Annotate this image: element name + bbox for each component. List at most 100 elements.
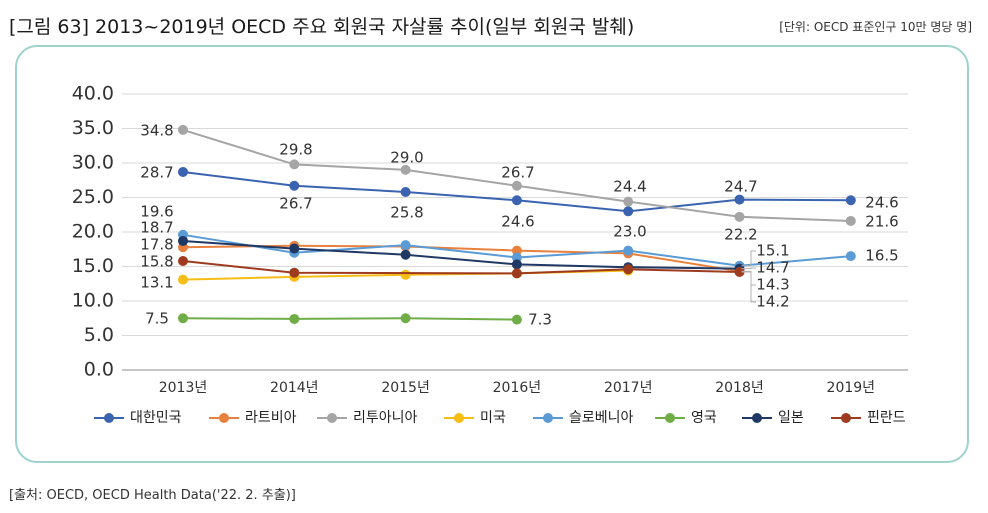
x-tick-label: 2014년: [270, 380, 319, 396]
legend-marker: [454, 413, 464, 423]
y-tick-label: 15.0: [72, 255, 114, 277]
y-tick-label: 5.0: [84, 324, 114, 346]
source-note: [출처: OECD, OECD Health Data('22. 2. 추출)]: [9, 488, 296, 503]
chart-title: [그림 63] 2013~2019년 OECD 주요 회원국 자살률 추이(일부…: [9, 16, 635, 38]
data-label: 29.8: [279, 141, 312, 159]
y-tick-label: 10.0: [72, 290, 114, 312]
data-label: 24.7: [724, 178, 757, 196]
x-tick-label: 2013년: [159, 380, 208, 396]
legend-marker: [752, 413, 762, 423]
data-label: 18.7: [140, 219, 173, 237]
legend-label: 라트비아: [245, 410, 297, 426]
x-tick-label: 2019년: [827, 380, 876, 396]
data-point: [511, 268, 522, 279]
y-tick-label: 40.0: [72, 83, 114, 105]
legend-label: 대한민국: [130, 410, 182, 426]
y-tick-label: 0.0: [84, 359, 114, 381]
data-label: 22.2: [724, 226, 757, 244]
data-point: [845, 215, 856, 226]
data-label: 21.6: [865, 213, 898, 231]
data-point: [623, 245, 634, 256]
data-label: 34.8: [140, 122, 173, 140]
data-point: [400, 269, 411, 280]
data-label: 16.5: [865, 247, 898, 265]
leader-line: [741, 250, 756, 267]
y-tick-label: 30.0: [72, 152, 114, 174]
legend-label: 미국: [480, 410, 506, 426]
y-tick-label: 35.0: [72, 117, 114, 139]
legend-label: 슬로베니아: [569, 410, 634, 426]
data-point: [511, 314, 522, 325]
data-point: [178, 166, 188, 177]
x-tick-label: 2016년: [493, 380, 542, 396]
data-point: [400, 249, 411, 260]
data-point: [400, 313, 411, 324]
data-label: 29.0: [390, 149, 423, 167]
data-label: 24.6: [865, 194, 898, 212]
legend-marker: [665, 413, 675, 423]
data-label: 19.6: [140, 203, 173, 221]
legend-marker: [219, 413, 229, 423]
data-point: [289, 243, 300, 254]
data-point: [289, 180, 300, 191]
data-point: [511, 252, 522, 263]
leader-line: [741, 267, 756, 270]
data-label: 17.8: [140, 236, 173, 254]
data-label: 14.2: [756, 293, 789, 311]
data-point: [623, 264, 634, 275]
legend-marker: [543, 413, 553, 423]
data-label: 15.8: [140, 253, 173, 271]
x-tick-label: 2018년: [715, 380, 764, 396]
data-point: [845, 195, 856, 206]
legend-label: 영국: [691, 410, 717, 426]
series-line-1: [182, 244, 740, 273]
data-point: [178, 235, 188, 246]
series-line-5: [182, 317, 517, 321]
legend-label: 리투아니아: [353, 410, 418, 426]
series-line-6: [182, 240, 740, 270]
x-tick-label: 2015년: [381, 380, 430, 396]
data-point: [734, 267, 745, 278]
legend-label: 일본: [778, 410, 804, 426]
data-label: 26.7: [279, 195, 312, 213]
data-point: [178, 255, 188, 266]
data-label: 26.7: [501, 164, 534, 182]
data-point: [623, 206, 634, 217]
data-label: 13.1: [140, 274, 173, 292]
data-label: 14.3: [756, 276, 789, 294]
leader-line: [741, 271, 756, 303]
data-point: [400, 240, 411, 251]
data-label: 24.6: [501, 213, 534, 231]
data-point: [289, 313, 300, 324]
data-label: 24.4: [613, 178, 646, 196]
data-point: [734, 211, 745, 222]
data-label: 14.7: [756, 259, 789, 277]
legend-marker: [327, 413, 337, 423]
data-point: [511, 259, 522, 270]
x-tick-label: 2017년: [604, 380, 653, 396]
legend-marker: [841, 413, 851, 423]
data-point: [734, 194, 745, 205]
data-point: [178, 274, 188, 285]
data-point: [289, 159, 300, 170]
data-point: [400, 186, 411, 197]
data-label: 15.1: [756, 242, 789, 260]
data-point: [845, 251, 856, 262]
data-point: [511, 245, 522, 256]
data-point: [511, 180, 522, 191]
data-label: 25.8: [390, 204, 423, 222]
data-point: [400, 164, 411, 175]
data-point: [289, 267, 300, 278]
data-label: 28.7: [140, 164, 173, 182]
data-point: [623, 196, 634, 207]
data-label: 7.5: [145, 310, 169, 328]
data-point: [178, 313, 188, 324]
data-point: [178, 124, 188, 135]
data-label: 7.3: [528, 311, 552, 329]
y-tick-label: 20.0: [72, 221, 114, 243]
y-tick-label: 25.0: [72, 186, 114, 208]
unit-note: [단위: OECD 표준인구 10만 명당 명]: [779, 20, 972, 34]
legend-label: 핀란드: [867, 410, 906, 426]
data-label: 23.0: [613, 223, 646, 241]
